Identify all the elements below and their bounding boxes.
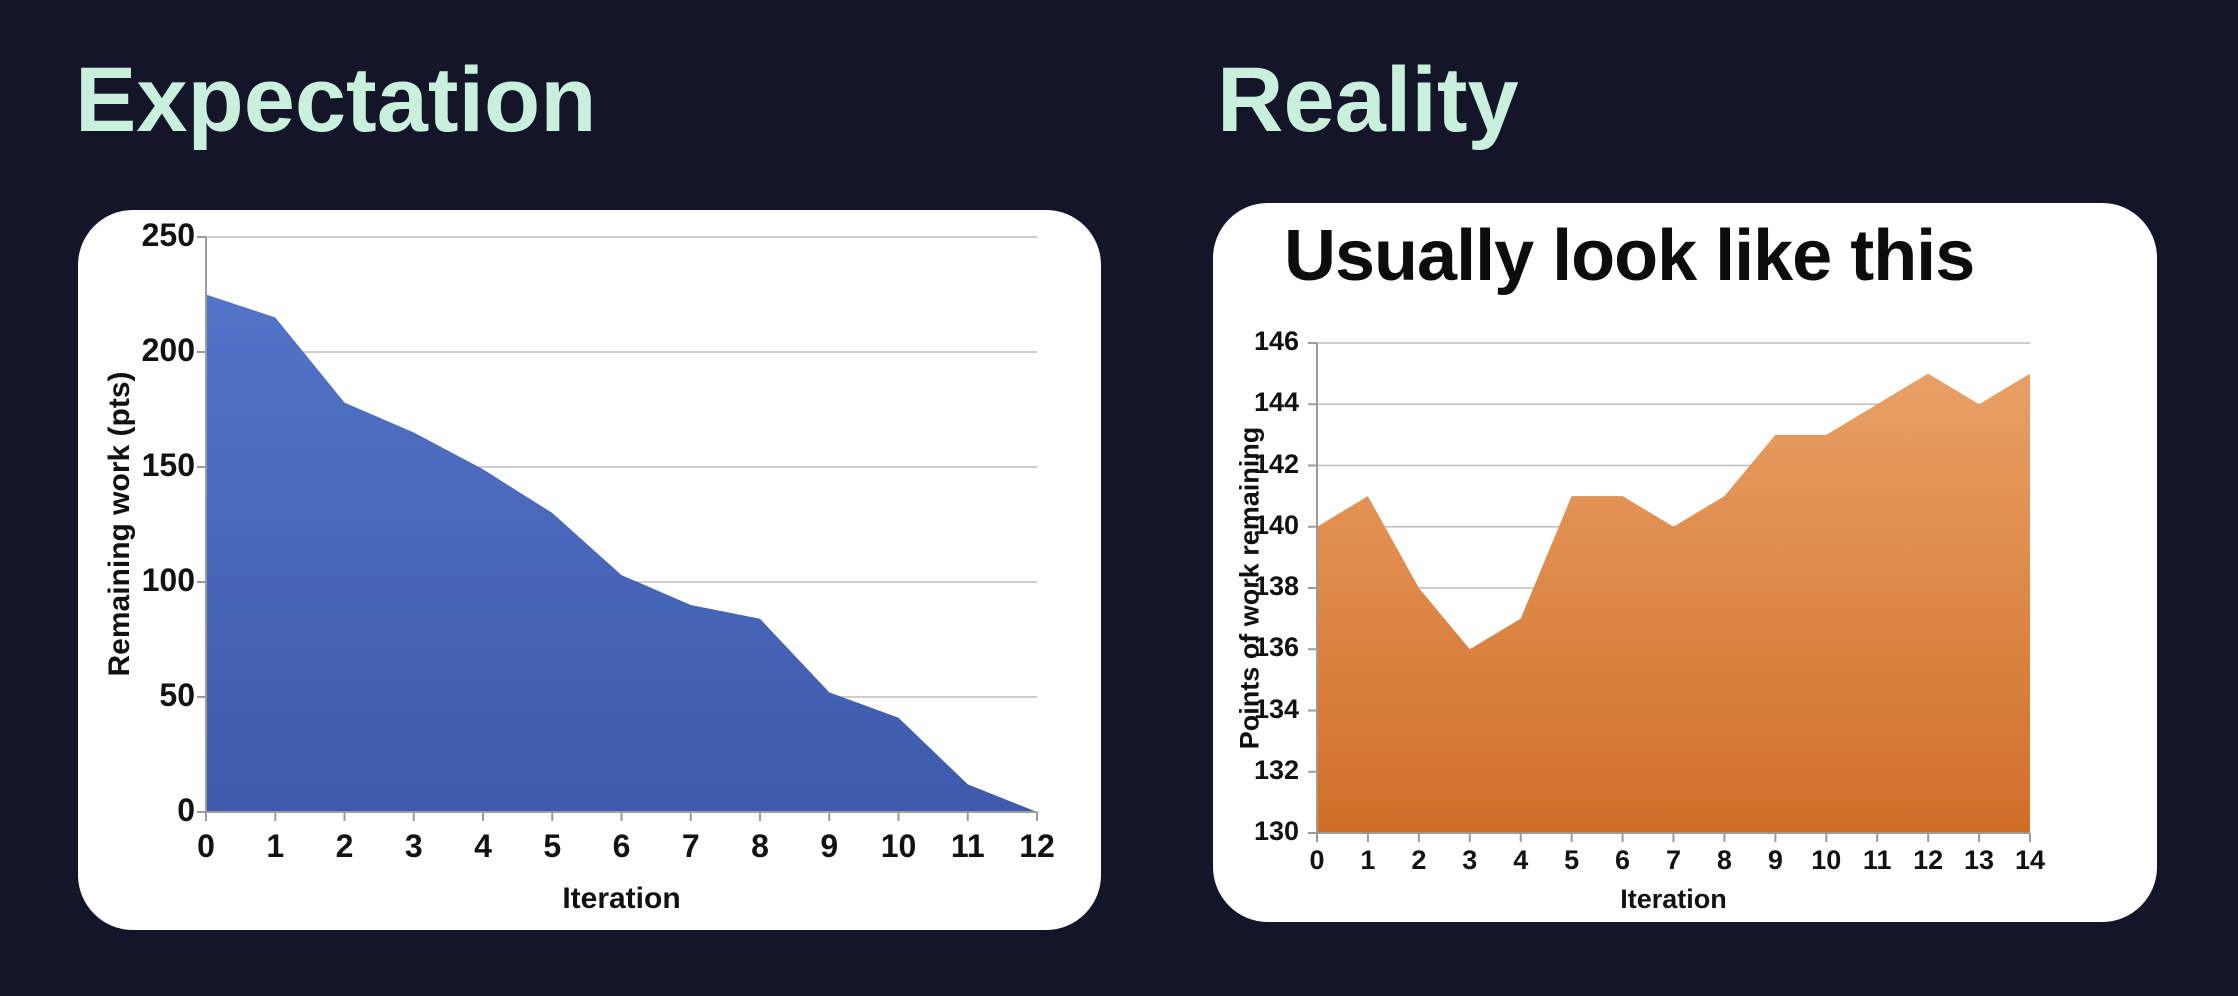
- y-tick-label: 146: [1253, 326, 1299, 357]
- x-tick-label: 7: [1665, 845, 1682, 875]
- x-tick-label: 11: [950, 828, 985, 864]
- y-tick-label: 138: [1253, 571, 1299, 602]
- x-tick-label: 5: [1564, 845, 1580, 875]
- x-tick-label: 0: [197, 828, 215, 864]
- x-tick-label: 9: [1767, 845, 1783, 875]
- x-tick-label: 10: [1811, 845, 1842, 875]
- x-tick-label: 12: [1019, 828, 1055, 864]
- reality-heading: Reality: [1217, 49, 1519, 151]
- y-tick-label: 0: [177, 792, 195, 829]
- x-tick-label: 4: [474, 828, 492, 864]
- expectation-chart-card: 250 200 150 100 50 0 0 1 2 3 4 5 6 7 8 9 10 11 12 Iteratio…: [78, 210, 1101, 930]
- reality-chart-card: Usually look like this 146 144 142 140 138 13…: [1213, 203, 2157, 922]
- y-tick-label: 130: [1253, 816, 1299, 847]
- x-tick-label: 6: [612, 828, 631, 864]
- x-tick-label: 0: [1309, 845, 1325, 875]
- reality-y-axis-title: Points of work remaining: [1234, 426, 1265, 750]
- x-tick-label: 5: [543, 828, 562, 864]
- x-tick-label: 1: [266, 828, 285, 864]
- x-tick-label: 9: [820, 828, 839, 864]
- y-tick-label: 150: [141, 447, 195, 484]
- reality-x-axis-title: Iteration: [1620, 884, 1727, 914]
- expectation-area-series: [206, 294, 1037, 812]
- x-tick-label: 13: [1964, 845, 1995, 875]
- x-tick-label: 6: [1615, 845, 1631, 875]
- x-tick-label: 12: [1913, 845, 1944, 875]
- y-tick-label: 142: [1253, 448, 1299, 479]
- y-tick-label: 144: [1253, 387, 1299, 418]
- x-tick-label: 7: [681, 828, 700, 864]
- x-tick-label: 3: [1462, 845, 1478, 875]
- x-tick-label: 8: [1716, 845, 1732, 875]
- x-tick-label: 4: [1513, 845, 1529, 875]
- expectation-y-axis-title: Remaining work (pts): [103, 371, 136, 677]
- y-tick-label: 132: [1253, 754, 1299, 785]
- reality-area-series: [1317, 373, 2030, 833]
- expectation-burndown-area-chart: [197, 236, 1038, 821]
- x-tick-label: 2: [335, 828, 354, 864]
- y-tick-label: 200: [141, 332, 195, 369]
- x-tick-label: 3: [404, 828, 423, 864]
- x-tick-label: 14: [2014, 845, 2046, 875]
- expectation-x-axis-title: Iteration: [562, 882, 681, 915]
- y-tick-label: 100: [141, 562, 195, 599]
- x-tick-label: 8: [751, 828, 769, 864]
- y-tick-label: 50: [159, 677, 195, 714]
- x-tick-label: 1: [1360, 845, 1376, 875]
- y-tick-label: 250: [141, 217, 195, 254]
- x-tick-label: 2: [1411, 845, 1427, 875]
- x-tick-label: 10: [880, 828, 917, 864]
- y-tick-label: 134: [1253, 693, 1299, 724]
- reality-chart-title: Usually look like this: [1284, 216, 1975, 296]
- y-tick-label: 140: [1253, 509, 1299, 540]
- y-tick-label: 136: [1253, 632, 1299, 663]
- reality-burnup-area-chart: [1308, 342, 2031, 842]
- x-tick-label: 11: [1862, 845, 1892, 875]
- expectation-heading: Expectation: [75, 49, 597, 151]
